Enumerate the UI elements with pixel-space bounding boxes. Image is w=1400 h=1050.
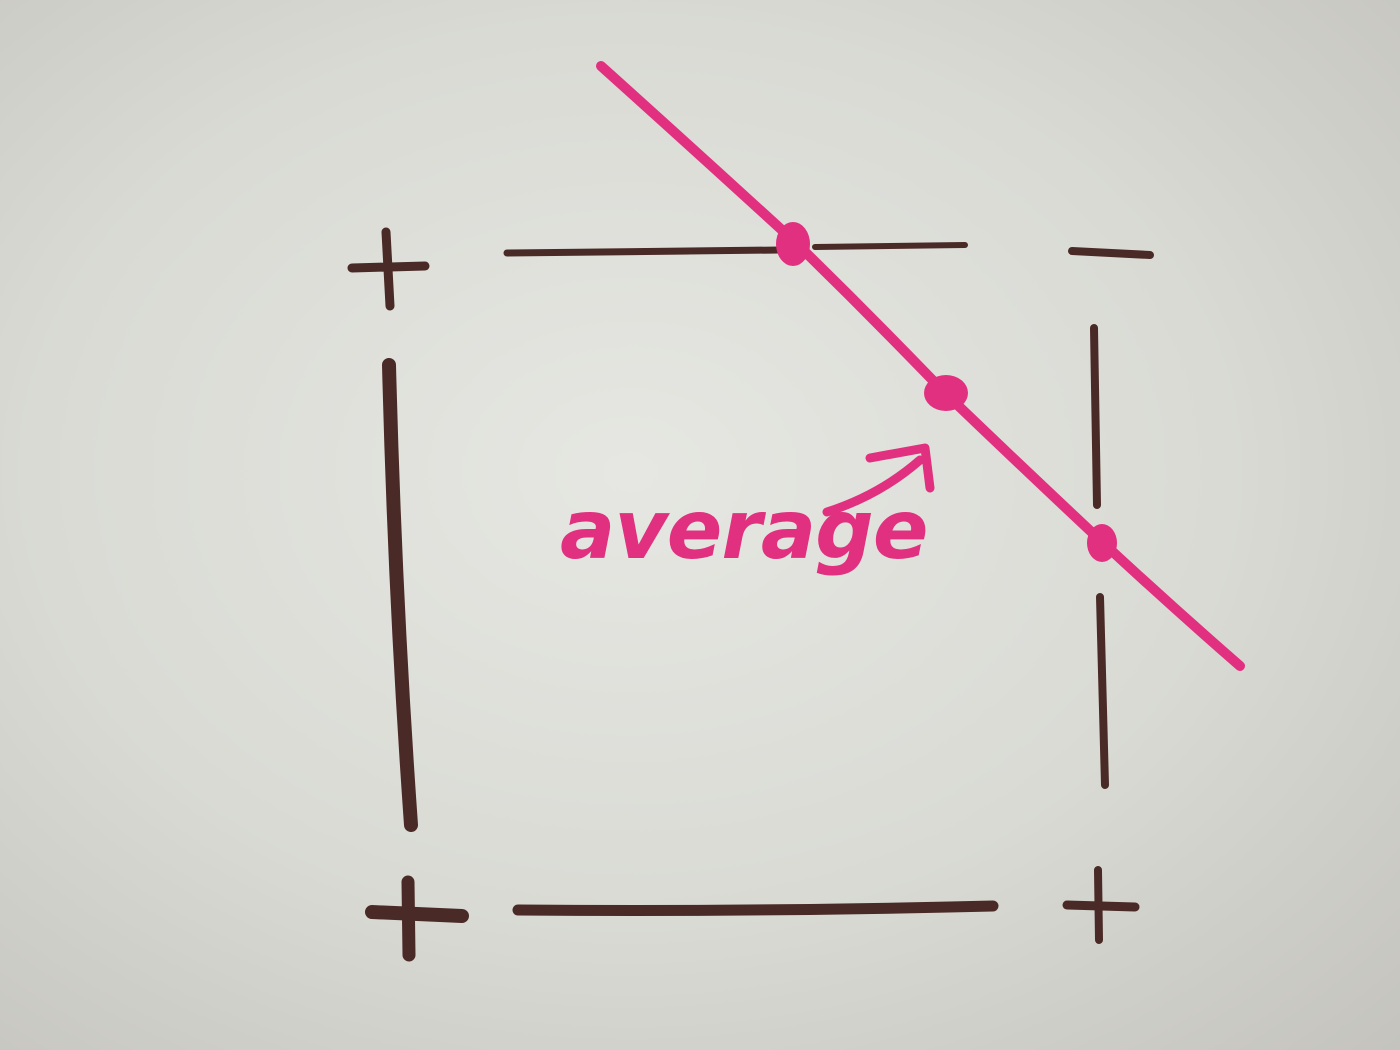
average-point <box>924 375 968 411</box>
right-edge-point <box>1087 524 1117 562</box>
top-left-plus-sign <box>347 227 430 311</box>
right-edge-lower-segment <box>1096 593 1109 789</box>
pink-points <box>776 222 1117 562</box>
arrow <box>822 443 935 517</box>
arrow-head <box>865 443 935 493</box>
square-edges <box>382 242 1109 916</box>
bottom-edge <box>512 900 999 916</box>
bottom-right-plus-sign <box>1062 866 1140 944</box>
left-edge <box>382 358 418 832</box>
right-edge-upper-segment <box>1090 324 1101 509</box>
arrow-shaft <box>822 455 925 517</box>
top-edge-right-segment <box>812 242 968 250</box>
bottom-left-plus-sign <box>365 875 469 962</box>
top-edge-point <box>776 222 810 266</box>
top-right-minus-sign <box>1068 247 1154 259</box>
corner-signs <box>347 227 1154 962</box>
top-edge-left-segment <box>503 246 784 257</box>
average-label: average <box>560 483 928 578</box>
